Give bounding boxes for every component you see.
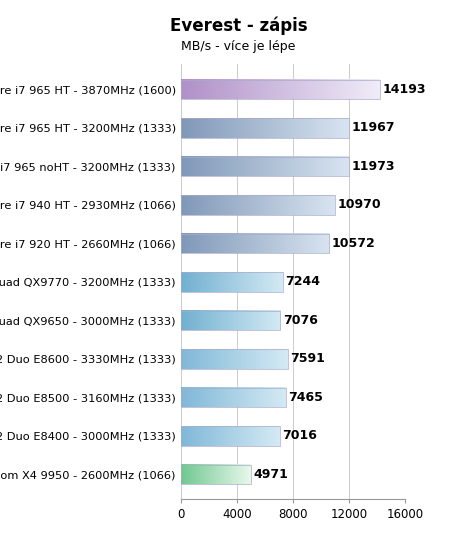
Bar xyxy=(181,465,250,484)
Text: 4971: 4971 xyxy=(253,468,288,481)
Text: 11973: 11973 xyxy=(351,160,394,173)
Bar xyxy=(181,388,285,407)
Text: 7076: 7076 xyxy=(282,314,317,327)
Text: Everest - zápis: Everest - zápis xyxy=(169,16,307,34)
Text: 7016: 7016 xyxy=(281,430,316,442)
Bar xyxy=(181,157,348,176)
Bar xyxy=(181,272,282,292)
Text: 14193: 14193 xyxy=(382,83,425,96)
Bar xyxy=(181,311,280,330)
Bar xyxy=(181,349,287,368)
Bar xyxy=(181,426,279,446)
Bar xyxy=(181,118,348,137)
Bar xyxy=(181,234,329,253)
Bar xyxy=(181,80,379,99)
Text: MB/s - více je lépe: MB/s - více je lépe xyxy=(181,40,295,53)
Text: 7465: 7465 xyxy=(288,391,323,404)
Text: 10572: 10572 xyxy=(331,237,375,250)
Text: 7591: 7591 xyxy=(289,352,324,365)
Bar xyxy=(181,195,334,215)
Text: 7244: 7244 xyxy=(285,275,319,288)
Text: 10970: 10970 xyxy=(337,199,380,212)
Text: 11967: 11967 xyxy=(351,121,394,134)
